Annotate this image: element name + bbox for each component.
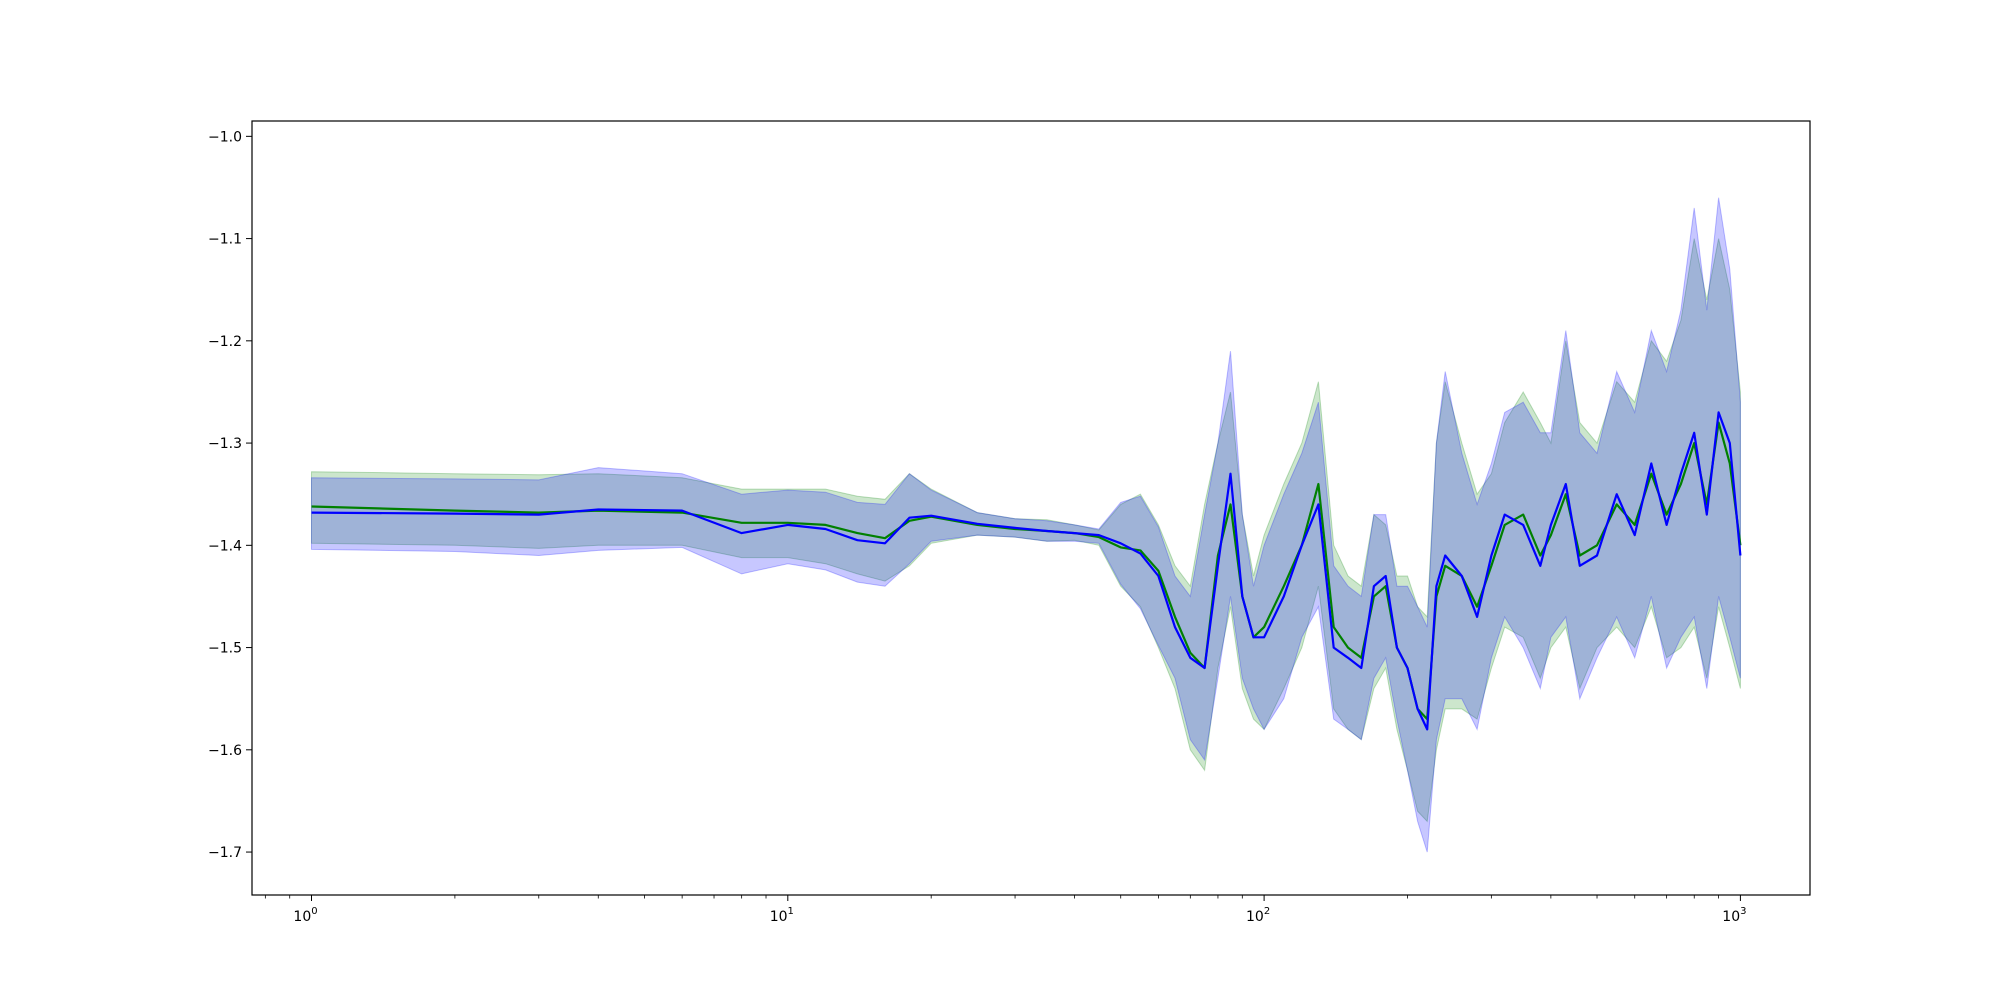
x-tick-base: 10 <box>1722 909 1740 925</box>
y-axis: −1.0 −1.1 −1.2 −1.3 −1.4 −1.5 −1.6 −1.7 <box>208 129 252 861</box>
y-tick-label: −1.0 <box>208 129 242 145</box>
confidence-bands <box>311 197 1741 853</box>
y-tick-label: −1.5 <box>208 641 242 657</box>
x-tick-label: 103 <box>1722 906 1746 925</box>
x-tick-base: 10 <box>293 909 311 925</box>
y-tick-label: −1.6 <box>208 743 242 759</box>
x-tick-label: 102 <box>1246 906 1270 925</box>
x-tick-base: 10 <box>770 909 788 925</box>
y-tick-label: −1.7 <box>208 845 242 861</box>
x-tick-label: 100 <box>293 906 317 925</box>
x-tick-exponent: 3 <box>1740 906 1746 917</box>
x-tick-exponent: 1 <box>788 906 794 917</box>
y-tick-label: −1.4 <box>208 538 242 554</box>
line-series-2 <box>311 411 1742 731</box>
band-series-2 <box>311 197 1741 853</box>
x-tick-base: 10 <box>1246 909 1264 925</box>
y-tick-label: −1.1 <box>208 232 242 248</box>
x-tick-exponent: 2 <box>1264 906 1270 917</box>
line-series-1 <box>311 421 1742 721</box>
x-tick-label: 101 <box>770 906 794 925</box>
x-axis: 100 101 102 103 <box>264 895 1747 925</box>
y-tick-label: −1.3 <box>208 436 242 452</box>
y-tick-label: −1.2 <box>208 334 242 350</box>
series-lines <box>311 411 1742 731</box>
plot-frame <box>251 120 1811 896</box>
x-tick-exponent: 0 <box>311 906 317 917</box>
